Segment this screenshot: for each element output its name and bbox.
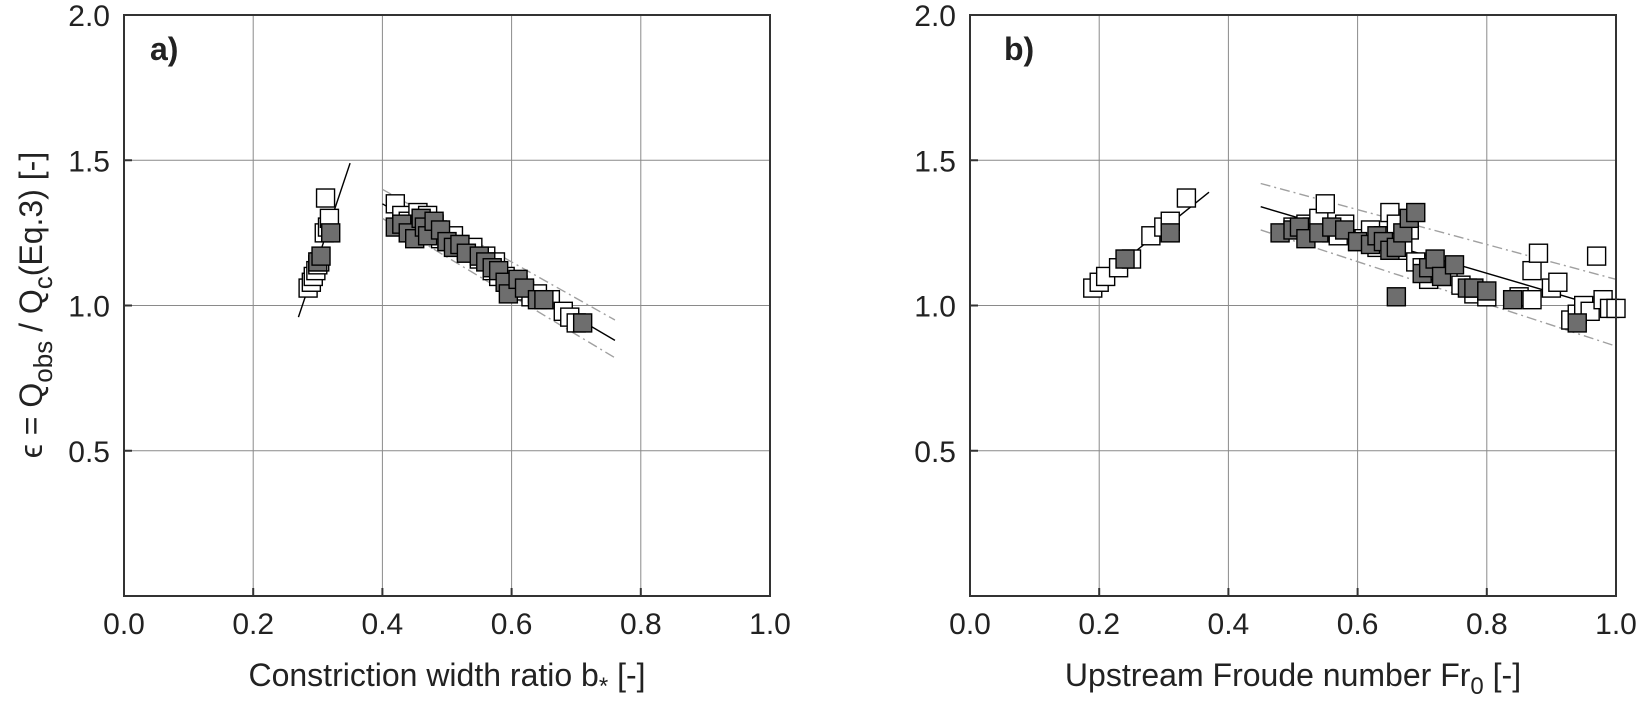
y-tick-label-a-3: 2.0: [68, 0, 110, 33]
markers-b: [1083, 188, 1626, 333]
filled-square-marker-a-25: [534, 289, 554, 310]
filled-square-marker-a-2: [321, 223, 341, 243]
open-square-marker-b-39: [1548, 272, 1568, 292]
x-tick-label-b-5: 1.0: [1595, 608, 1637, 641]
y-tick-label-a-2: 1.5: [68, 145, 110, 178]
filled-square-marker-a-26: [572, 313, 593, 333]
x-tick-label-b-2: 0.4: [1208, 608, 1250, 641]
open-square-marker-b-36: [1522, 260, 1542, 281]
x-tick-label-b-4: 0.8: [1466, 608, 1508, 641]
x-tick-label-a-4: 0.8: [620, 608, 662, 641]
markers-a: [298, 188, 593, 333]
grid-a: [124, 15, 770, 596]
filled-square-marker-b-18: [1406, 202, 1426, 223]
y-tick-label-b-2: 1.5: [914, 145, 956, 178]
x-axis-title-a: Constriction width ratio b* [-]: [248, 657, 645, 700]
x-tick-label-a-2: 0.4: [362, 608, 404, 641]
open-square-marker-b-8: [1176, 188, 1197, 208]
panel-label-b: b): [1004, 31, 1034, 67]
grid-b: [970, 15, 1616, 596]
open-square-marker-b-44: [1586, 246, 1607, 266]
filled-square-marker-b-1: [1160, 223, 1180, 243]
filled-square-marker-b-15: [1386, 287, 1407, 307]
y-tick-label-b-0: 0.5: [914, 436, 956, 469]
filled-square-marker-a-1: [311, 246, 331, 266]
x-tick-label-b-3: 0.6: [1337, 608, 1379, 641]
panel-a: 0.0 0.2 0.4 0.6 0.8 1.0 0.5 1.0 1.5 2.0 a) Constr…: [13, 0, 791, 700]
filled-square-marker-b-26: [1477, 281, 1497, 301]
ticks-b: 0.0 0.2 0.4 0.6 0.8 1.0 0.5 1.0 1.5 2.0: [914, 0, 1637, 641]
filled-square-marker-b-28: [1567, 313, 1587, 333]
x-tick-label-b-1: 0.2: [1078, 608, 1120, 641]
x-tick-label-a-1: 0.2: [232, 608, 274, 641]
filled-square-marker-b-27: [1502, 289, 1523, 310]
panel-label-a: a): [150, 31, 178, 67]
x-tick-label-a-3: 0.6: [491, 608, 533, 641]
y-axis-title: ϵ = Qobs / Qc(Eq.3) [-]: [13, 152, 58, 458]
x-tick-label-b-0: 0.0: [949, 608, 991, 641]
x-tick-label-a-0: 0.0: [103, 608, 145, 641]
open-square-marker-a-9: [315, 188, 336, 208]
open-square-marker-b-37: [1528, 243, 1549, 263]
panel-b: 0.0 0.2 0.4 0.6 0.8 1.0 0.5 1.0 1.5 2.0 b) Upstre…: [914, 0, 1637, 700]
open-square-marker-b-35: [1522, 289, 1542, 310]
open-square-marker-b-13: [1315, 194, 1336, 214]
filled-square-marker-b-23: [1444, 255, 1465, 275]
x-axis-title-b: Upstream Froude number Fr0 [-]: [1065, 657, 1521, 700]
y-tick-label-a-1: 1.0: [68, 291, 110, 324]
y-tick-label-a-0: 0.5: [68, 436, 110, 469]
y-tick-label-b-3: 2.0: [914, 0, 956, 33]
ticks-a: 0.0 0.2 0.4 0.6 0.8 1.0 0.5 1.0 1.5 2.0: [68, 0, 791, 641]
filled-square-marker-b-0: [1115, 249, 1135, 269]
filled-square-marker-b-21: [1425, 249, 1445, 269]
x-tick-label-a-5: 1.0: [749, 608, 791, 641]
y-tick-label-b-1: 1.0: [914, 291, 956, 324]
